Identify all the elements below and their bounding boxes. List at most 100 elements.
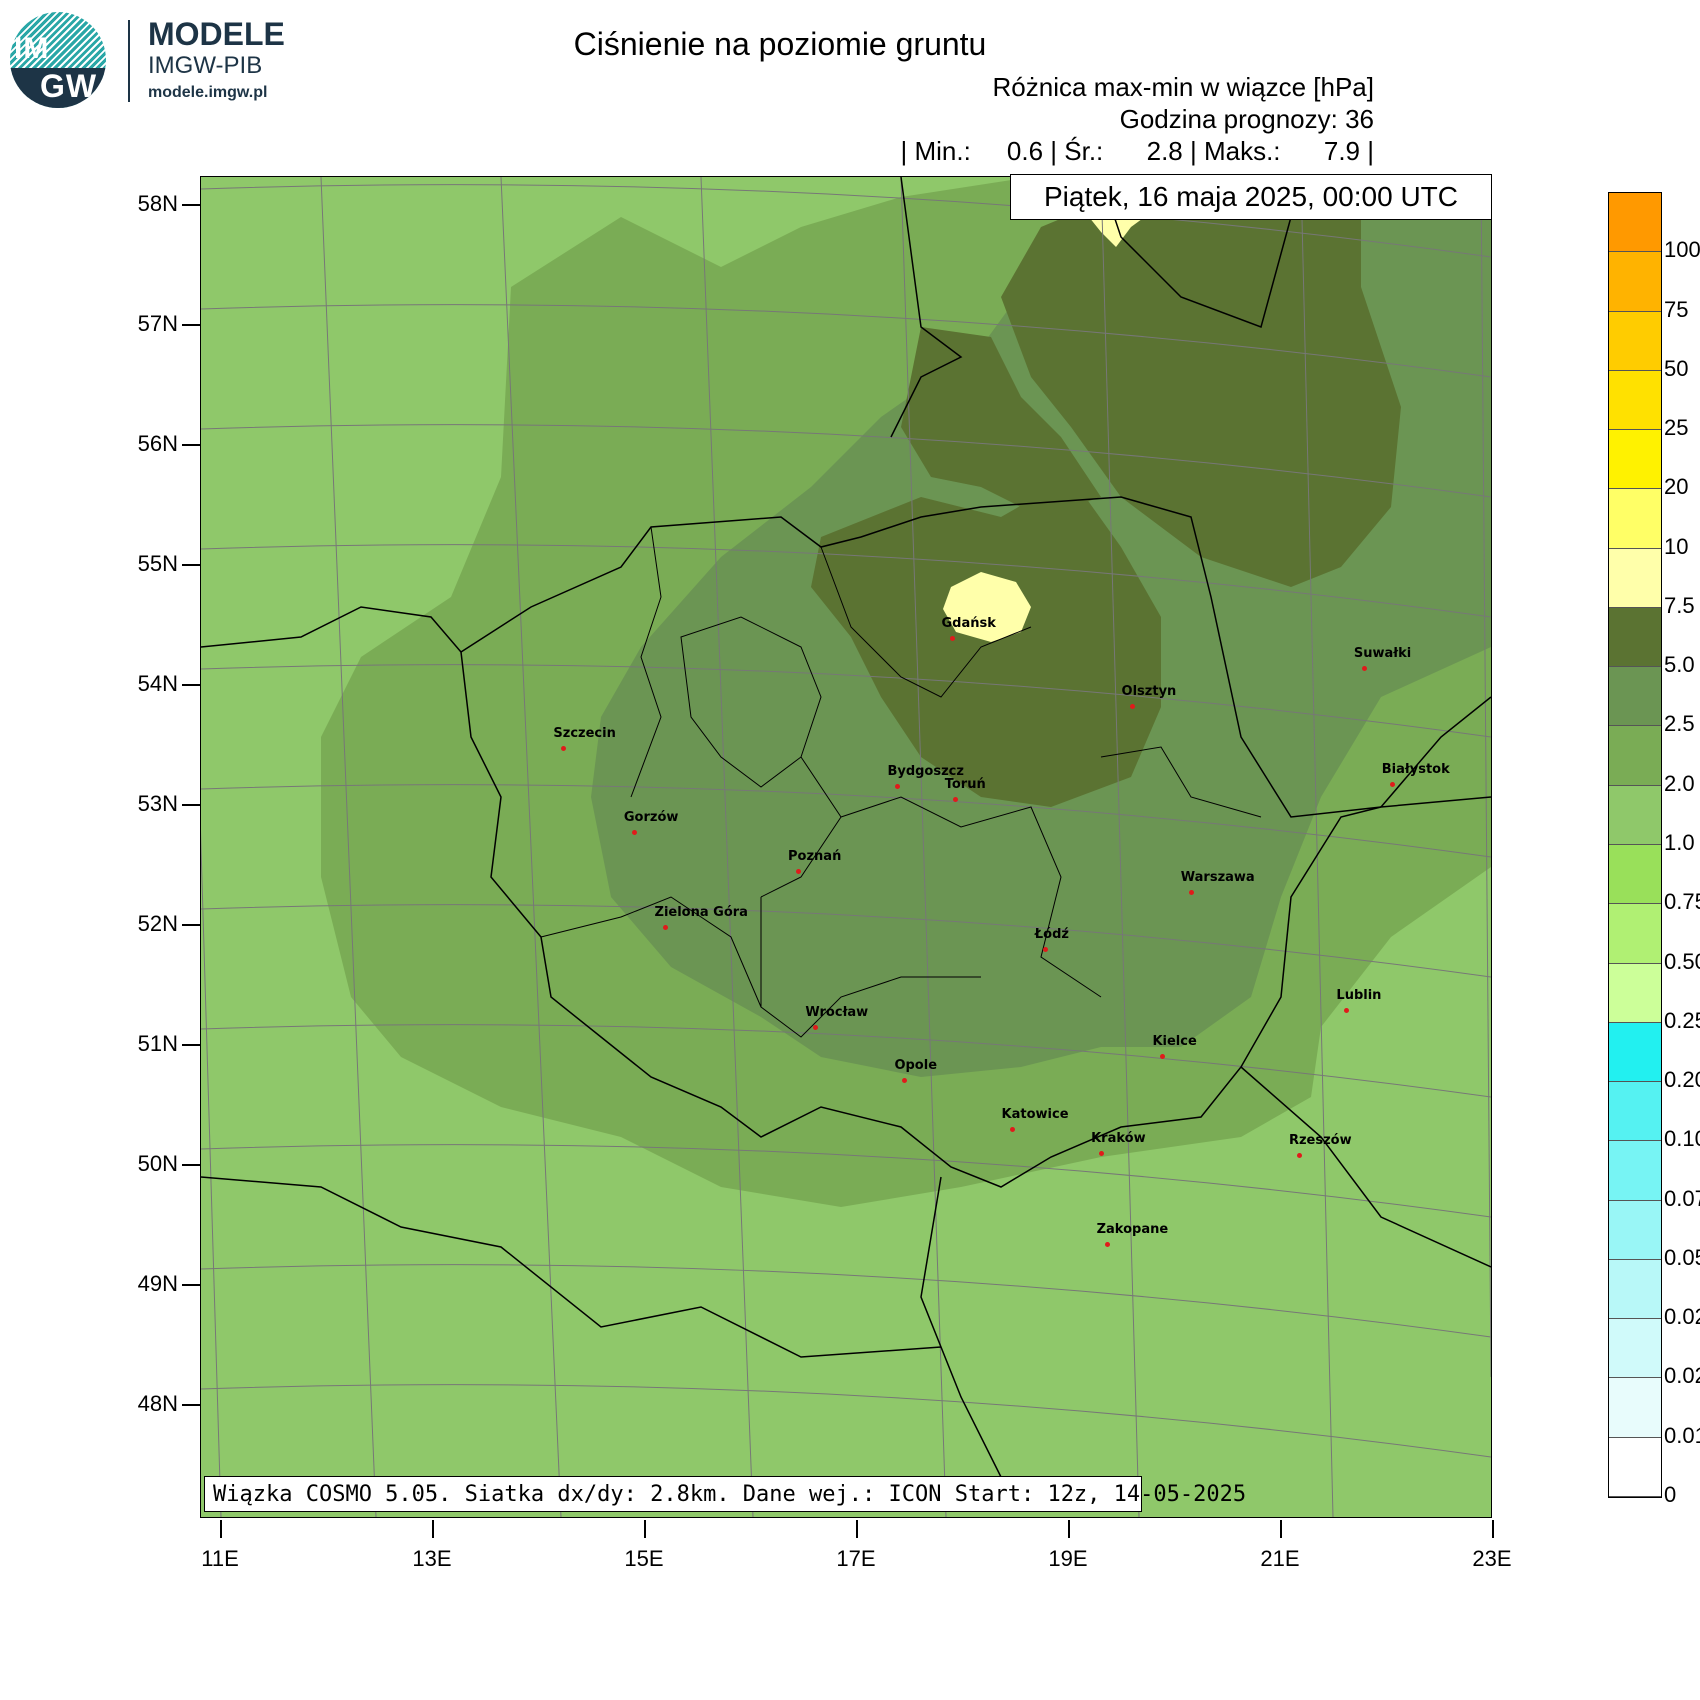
lat-label: 49N — [137, 1271, 178, 1296]
lat-tick — [182, 204, 200, 206]
lat-label: 53N — [137, 791, 178, 816]
city-label: Toruń — [944, 776, 986, 792]
city-marker — [1042, 946, 1048, 952]
colorbar-segment — [1609, 1378, 1661, 1438]
colorbar-segment — [1609, 370, 1661, 431]
colorbar-label: 2.0 — [1664, 770, 1695, 796]
borders — [201, 177, 1491, 1478]
city-label: Gorzów — [623, 810, 679, 826]
lat-tick — [182, 1164, 200, 1166]
pressure-field-map — [201, 177, 1491, 1517]
city-marker — [1104, 1242, 1110, 1247]
city-label: Suwałki — [1353, 646, 1412, 661]
colorbar-label: 5.0 — [1664, 652, 1695, 678]
colorbar-label: 0.050 — [1664, 1244, 1700, 1270]
city-marker — [902, 1077, 908, 1083]
lat-tick — [182, 804, 200, 806]
field-7.5-olsztyn — [943, 572, 1031, 642]
city-marker — [1389, 782, 1395, 788]
city-marker — [1129, 704, 1135, 710]
lat-label: 55N — [137, 551, 178, 576]
city-marker — [1344, 1008, 1350, 1013]
lat-tick — [182, 684, 200, 686]
lat-label: 58N — [137, 191, 178, 216]
colorbar-segment — [1609, 1141, 1661, 1201]
colorbar-segment — [1609, 1319, 1661, 1379]
lon-label: 11E — [201, 1546, 239, 1571]
city-label: Zielona Góra — [654, 905, 748, 921]
imgw-logo: IM GW MODELE IMGW-PIB modele.imgw.pl — [10, 10, 310, 110]
colorbar-segment — [1609, 489, 1661, 549]
colorbar-segment — [1609, 1200, 1661, 1260]
logo-emblem-bottom: GW — [40, 68, 98, 104]
city-label: Poznań — [788, 848, 842, 864]
logo-org: IMGW-PIB — [148, 52, 263, 79]
city-label: Białystok — [1381, 762, 1450, 778]
city-label: Kraków — [1091, 1130, 1146, 1146]
forecast-date: Piątek, 16 maja 2025, 00:00 UTC — [1010, 174, 1492, 220]
lon-tick — [1068, 1520, 1070, 1538]
city-marker — [1160, 1053, 1166, 1059]
city-marker — [952, 796, 958, 802]
field-5.0-north-strip — [901, 327, 1101, 517]
lat-tick — [182, 444, 200, 446]
logo-band — [10, 68, 106, 108]
lat-tick — [182, 1404, 200, 1406]
lon-label: 21E — [1260, 1546, 1300, 1571]
city-label: Bydgoszcz — [887, 763, 964, 779]
city-marker — [1099, 1150, 1105, 1156]
colorbar-label: 25 — [1664, 415, 1689, 441]
colorbar-label: 0.500 — [1664, 948, 1700, 974]
colorbar-label: 20 — [1664, 474, 1689, 500]
logo-emblem: IM GW — [10, 12, 106, 108]
colorbar-label: 75 — [1664, 296, 1689, 322]
field-stats: | Min.: 0.6 | Śr.: 2.8 | Maks.: 7.9 | — [900, 136, 1374, 166]
colorbar-label: 1.0 — [1664, 830, 1695, 855]
lat-tick — [182, 924, 200, 926]
lon-tick — [1280, 1520, 1282, 1538]
lon-tick — [432, 1520, 434, 1538]
colorbar-segment — [1609, 1437, 1661, 1497]
colorbar-label: 0.075 — [1664, 1185, 1700, 1211]
colorbar-segment — [1609, 193, 1661, 253]
lon-label: 13E — [412, 1546, 452, 1571]
graticule — [201, 177, 1491, 1517]
colorbar-label: 100 — [1664, 237, 1700, 263]
field-5.0-center — [811, 477, 1161, 807]
lon-label: 17E — [836, 1546, 876, 1571]
colorbar-segment — [1609, 785, 1661, 845]
city-label: Gdańsk — [941, 616, 996, 631]
colorbar-label: 0.025 — [1664, 1304, 1700, 1330]
field-5.0-northeast — [1001, 177, 1401, 587]
colorbar-label: 0.750 — [1664, 889, 1700, 915]
map-panel — [200, 176, 1492, 1518]
city-label: Łódź — [1034, 926, 1069, 942]
colorbar-label: 10 — [1664, 533, 1689, 559]
colorbar-label: 0.250 — [1664, 1007, 1700, 1033]
lat-tick — [182, 1044, 200, 1046]
colorbar-label: 2.5 — [1664, 711, 1695, 737]
lat-label: 54N — [137, 671, 178, 696]
colorbar — [1608, 192, 1662, 1498]
colorbar-segment — [1609, 607, 1661, 668]
lon-tick — [644, 1520, 646, 1538]
lat-label: 51N — [137, 1031, 178, 1056]
colorbar-segment — [1609, 1082, 1661, 1142]
colorbar-segment — [1609, 1022, 1661, 1083]
lon-tick — [1492, 1520, 1494, 1538]
city-marker — [662, 925, 668, 931]
city-label: Kielce — [1152, 1033, 1197, 1049]
colorbar-segment — [1609, 667, 1661, 727]
city-label: Opole — [894, 1057, 938, 1073]
colorbar-label: 0.010 — [1664, 1422, 1700, 1448]
logo-emblem-top: IM — [14, 32, 50, 65]
logo-separator — [128, 20, 130, 102]
colorbar-label: 7.5 — [1664, 592, 1695, 618]
colorbar-label: 0 — [1664, 1482, 1677, 1507]
lon-label: 15E — [624, 1546, 664, 1571]
forecast-hour: Godzina prognozy: 36 — [1119, 104, 1374, 134]
colorbar-label: 0.100 — [1664, 1126, 1700, 1152]
city-marker — [813, 1024, 819, 1030]
colorbar-segment — [1609, 252, 1661, 312]
colorbar-segment — [1609, 548, 1661, 608]
